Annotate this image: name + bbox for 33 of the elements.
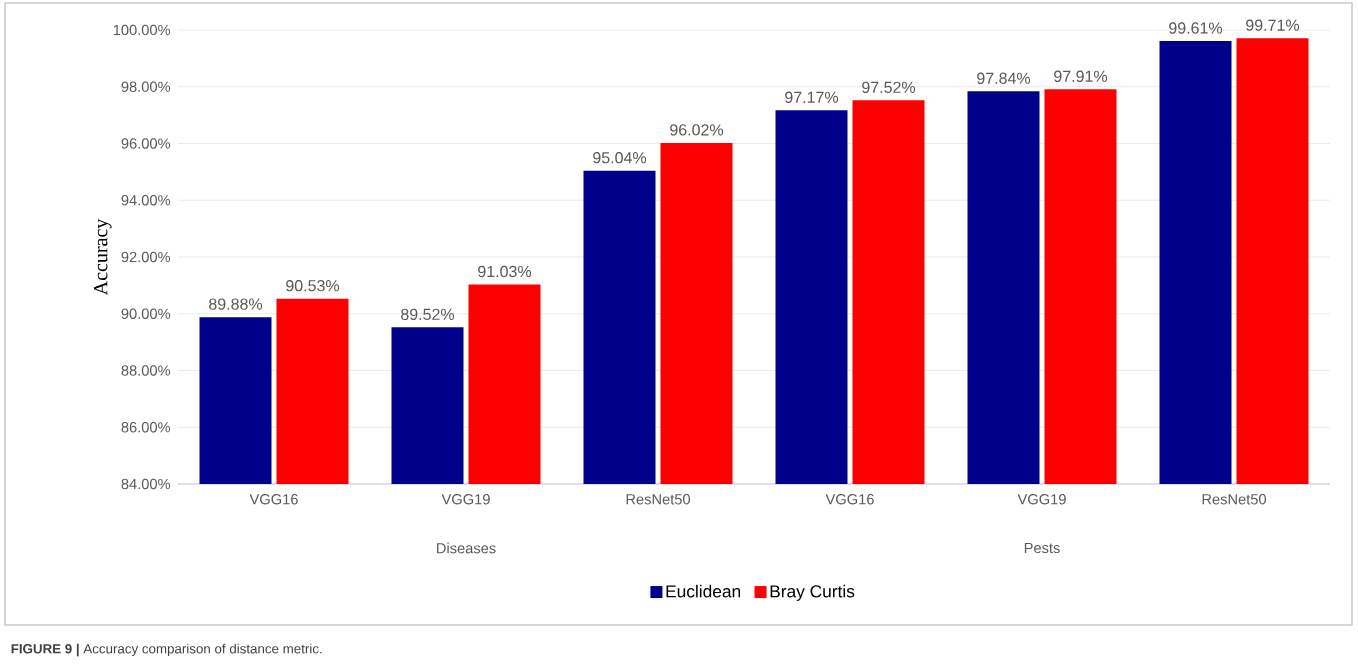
y-tick-label: 100.00%	[113, 24, 171, 36]
text: FIGURE 9 | Accuracy comparison of distance metric.	[11, 643, 322, 657]
y-tick-label: 90.00%	[121, 308, 171, 319]
x-tick-label: ResNet50	[626, 494, 691, 505]
text: Pests	[1024, 542, 1060, 554]
y-tick-label: 92.00%	[121, 251, 171, 263]
data-label: 95.04%	[593, 152, 647, 164]
data-label: 91.03%	[478, 265, 532, 278]
y-tick-label: 94.00%	[121, 195, 171, 206]
data-label: 99.61%	[1169, 22, 1223, 34]
x-tick-label: VGG19	[441, 494, 490, 505]
data-label: 90.53%	[286, 280, 340, 292]
data-label: 97.84%	[977, 72, 1031, 84]
y-tick-label: 96.00%	[121, 138, 171, 149]
x-tick-label: VGG19	[1017, 494, 1066, 505]
y-tick-label: 98.00%	[121, 81, 171, 92]
legend-label: Bray Curtis	[770, 584, 855, 601]
data-label: 89.52%	[401, 308, 455, 320]
y-tick-label: 88.00%	[121, 365, 171, 376]
text: Diseases	[437, 542, 496, 554]
data-label: 89.88%	[209, 298, 263, 310]
x-tick-label: ResNet50	[1202, 494, 1267, 505]
x-tick-label: VGG16	[249, 494, 298, 505]
data-label: 99.71%	[1246, 19, 1300, 31]
y-tick-label: 86.00%	[121, 422, 171, 433]
data-label: 97.17%	[785, 91, 839, 103]
legend-label: Euclidean	[666, 584, 741, 598]
data-label: 97.91%	[1054, 70, 1108, 82]
x-tick-label: VGG16	[825, 494, 874, 505]
y-axis-title: Accuracy	[94, 218, 112, 296]
y-tick-label: 84.00%	[121, 478, 171, 490]
data-label: 97.52%	[862, 81, 916, 93]
data-label: 96.02%	[670, 124, 724, 136]
